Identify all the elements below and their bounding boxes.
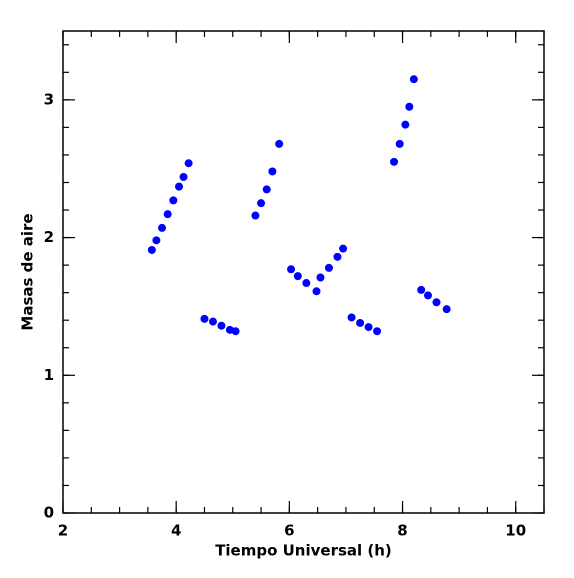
data-point <box>333 252 342 261</box>
data-point <box>163 210 172 219</box>
data-point <box>184 159 193 168</box>
data-point <box>442 305 451 314</box>
x-tick-label: 6 <box>284 522 294 540</box>
data-point <box>152 236 161 245</box>
data-point <box>417 285 426 294</box>
data-point <box>432 298 441 307</box>
data-point <box>231 327 240 336</box>
data-point <box>423 291 432 300</box>
data-point <box>179 172 188 181</box>
data-point <box>208 317 217 326</box>
data-point <box>158 223 167 232</box>
data-point <box>275 139 284 148</box>
data-point <box>147 245 156 254</box>
data-point <box>262 185 271 194</box>
data-point <box>257 199 266 208</box>
data-point <box>312 287 321 296</box>
data-point <box>268 167 277 176</box>
data-point <box>169 196 178 205</box>
data-point <box>175 182 184 191</box>
data-point <box>339 244 348 253</box>
data-point <box>390 157 399 166</box>
data-point <box>287 265 296 274</box>
x-tick-label: 10 <box>505 522 526 540</box>
data-point <box>316 273 325 282</box>
x-tick-label: 8 <box>397 522 407 540</box>
plot-frame <box>62 30 545 514</box>
data-point <box>405 102 414 111</box>
data-point <box>356 318 365 327</box>
data-point <box>364 323 373 332</box>
data-point <box>324 263 333 272</box>
x-axis-label: Tiempo Universal (h) <box>215 542 392 560</box>
y-tick-label: 0 <box>44 504 54 522</box>
data-point <box>373 327 382 336</box>
data-point <box>401 120 410 129</box>
data-point <box>293 272 302 281</box>
data-point <box>409 75 418 84</box>
data-point <box>395 139 404 148</box>
data-point <box>347 313 356 322</box>
y-tick-label: 2 <box>44 228 54 246</box>
data-point <box>217 321 226 330</box>
x-tick-label: 2 <box>58 522 68 540</box>
y-axis-label: Masas de aire <box>19 213 37 330</box>
y-tick-label: 3 <box>44 90 54 108</box>
x-tick-label: 4 <box>171 522 181 540</box>
data-point <box>200 314 209 323</box>
data-point <box>251 211 260 220</box>
data-point <box>302 279 311 288</box>
y-tick-label: 1 <box>44 366 54 384</box>
